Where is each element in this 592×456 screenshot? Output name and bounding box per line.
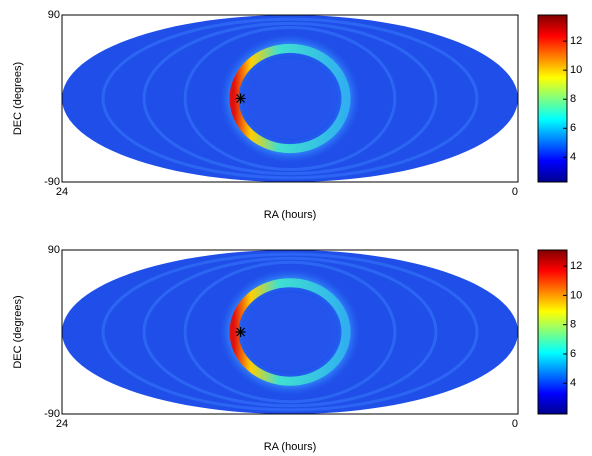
colorbar	[537, 14, 568, 183]
colorbar-tick-label: 12	[570, 35, 582, 47]
sky-band	[183, 26, 397, 171]
colorbar-tick-label: 10	[570, 64, 582, 76]
colorbar	[537, 249, 568, 415]
sky-band	[142, 21, 438, 176]
y-tick-label: -90	[44, 408, 60, 420]
panel: 24 0 90 -90 RA (hours) DEC (degrees) 4 6 8 10 12	[12, 244, 582, 453]
x-axis-label: RA (hours)	[264, 209, 317, 221]
marker	[235, 93, 246, 104]
plot-frame	[61, 249, 519, 415]
x-tick-label: 24	[56, 186, 68, 198]
y-tick-label: 90	[48, 244, 60, 256]
colorbar-tick-label: 12	[570, 260, 582, 272]
colorbar-tick-label: 8	[570, 93, 576, 105]
y-tick-label: -90	[44, 176, 60, 188]
y-tick-label: 90	[48, 9, 60, 21]
plot-frame	[61, 14, 519, 183]
x-tick-label: 0	[512, 418, 518, 430]
ring-inner	[244, 58, 336, 139]
ring	[229, 278, 351, 386]
colorbar-tick-label: 4	[570, 151, 576, 163]
y-axis-label: DEC (degrees)	[12, 295, 24, 368]
sky-band	[101, 17, 479, 180]
colorbar-tick-label: 4	[570, 377, 576, 389]
colorbar-tick-label: 8	[570, 319, 576, 331]
panel: 24 0 90 -90 RA (hours) DEC (degrees) 4 6 8 10 12	[12, 9, 582, 221]
marker	[235, 327, 246, 337]
sky-band	[183, 260, 397, 404]
ring-inner	[244, 292, 336, 372]
x-tick-label: 0	[512, 186, 518, 198]
sky-band	[101, 252, 479, 412]
y-axis-label: DEC (degrees)	[12, 62, 24, 135]
colorbar-tick-label: 6	[570, 122, 576, 134]
sky-band	[142, 256, 438, 408]
x-axis-label: RA (hours)	[264, 441, 317, 453]
ring	[229, 43, 351, 154]
colorbar-tick-label: 6	[570, 348, 576, 360]
colorbar-tick-label: 10	[570, 289, 582, 301]
x-tick-label: 24	[56, 418, 68, 430]
